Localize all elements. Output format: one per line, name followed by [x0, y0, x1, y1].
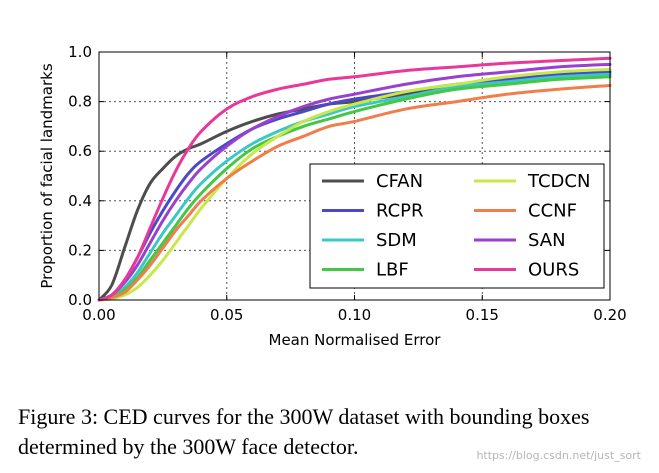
x-tick-label: 0.10 [338, 306, 371, 324]
x-tick-label: 0.20 [593, 306, 626, 324]
x-axis-label: Mean Normalised Error [269, 331, 442, 349]
series-line-ours [97, 56, 612, 302]
series-line-ccnf [97, 83, 612, 302]
legend-label-lbf: LBF [376, 260, 409, 281]
ced-chart: 0.00 0.05 0.10 0.15 0.20 0.0 0.2 0.4 0.6 0.8 1.0 M… [38, 43, 627, 349]
y-tick-label: 0.2 [68, 241, 92, 259]
y-tick-label: 0.4 [68, 192, 92, 210]
x-tick-label: 0.15 [466, 306, 499, 324]
legend-label-san: SAN [528, 230, 566, 251]
curves [97, 56, 612, 302]
watermark: https://blog.csdn.net/just_sort [476, 449, 641, 462]
series-line-lbf [97, 75, 612, 302]
legend: CFAN RCPR SDM LBF TCDCN CCNF SAN OURS [309, 163, 605, 289]
series-line-san [97, 62, 612, 302]
y-axis-label: Proportion of facial landmarks [38, 63, 56, 288]
x-tick-label: 0.05 [210, 306, 243, 324]
legend-label-sdm: SDM [376, 230, 417, 251]
series-line-tcdcn [97, 67, 612, 302]
y-tick-label: 0.8 [68, 93, 92, 111]
series-line-sdm [97, 72, 612, 302]
figure-caption: Figure 3: CED curves for the 300W datase… [18, 404, 590, 459]
y-tick-label: 1.0 [68, 43, 92, 61]
y-tick-label: 0.6 [68, 142, 92, 160]
legend-label-rcpr: RCPR [376, 201, 424, 222]
legend-label-ccnf: CCNF [528, 201, 577, 222]
ticks: 0.00 0.05 0.10 0.15 0.20 0.0 0.2 0.4 0.6 0.8 1.0 [68, 43, 627, 324]
legend-label-ours: OURS [528, 260, 579, 281]
y-tick-label: 0.0 [68, 291, 92, 309]
x-tick-label: 0.00 [82, 306, 115, 324]
legend-label-tcdcn: TCDCN [527, 171, 590, 192]
legend-label-cfan: CFAN [376, 171, 423, 192]
legend-box [309, 163, 605, 289]
